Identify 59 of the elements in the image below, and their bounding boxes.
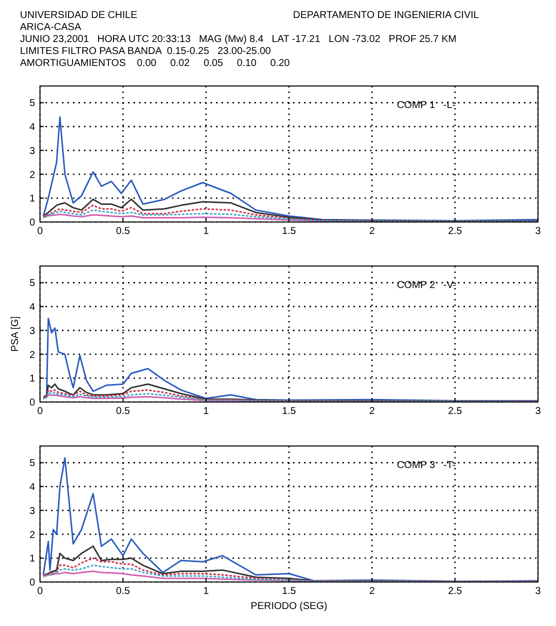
line-series bbox=[42, 457, 539, 582]
text: ARICA-CASA bbox=[20, 22, 82, 33]
line-series bbox=[42, 116, 539, 222]
x-tick-label: 3 bbox=[535, 406, 542, 417]
line-series bbox=[42, 389, 539, 402]
y-tick-label: 5 bbox=[29, 278, 36, 290]
line-series bbox=[42, 570, 539, 582]
x-tick-label: 0 bbox=[37, 586, 44, 597]
x-tick-label: 3 bbox=[535, 586, 542, 597]
y-tick-label: 0 bbox=[29, 578, 36, 588]
x-tick-label: 2 bbox=[369, 406, 376, 417]
x-tick-label: 2 bbox=[369, 586, 376, 597]
x-tick-label: 2 bbox=[369, 226, 376, 237]
line-series bbox=[42, 545, 539, 582]
x-tick-label: 0.5 bbox=[116, 406, 130, 417]
x-tick-label: 0 bbox=[37, 406, 44, 417]
x-tick-label: 0.5 bbox=[116, 226, 130, 237]
line-series bbox=[42, 204, 539, 222]
y-tick-label: 3 bbox=[29, 146, 36, 157]
text: AMORTIGUAMIENTOS 0.00 0.02 0.05 0.10 0.20 bbox=[20, 58, 290, 69]
x-axis-title: PERIODO (SEG) bbox=[250, 601, 328, 612]
y-tick-label: 1 bbox=[29, 374, 36, 385]
line-series bbox=[42, 209, 539, 222]
y-tick-label: 2 bbox=[29, 350, 36, 361]
y-axis-title: PSA [G] bbox=[10, 316, 21, 352]
y-tick-label: 4 bbox=[29, 122, 36, 134]
y-tick-label: 3 bbox=[29, 326, 36, 337]
x-tick-label: 1 bbox=[203, 226, 210, 237]
chart-subtitle: DEPARTAMENTO DE INGENIERIA CIVIL bbox=[293, 10, 480, 21]
y-tick-label: 1 bbox=[29, 194, 36, 205]
x-tick-label: 0 bbox=[37, 226, 44, 237]
x-tick-label: 1.5 bbox=[282, 586, 296, 597]
x-tick-label: 0.5 bbox=[116, 586, 130, 597]
x-tick-label: 3 bbox=[535, 226, 542, 237]
x-tick-label: 2.5 bbox=[448, 226, 462, 237]
x-tick-label: 1.5 bbox=[282, 406, 296, 417]
y-tick-label: 2 bbox=[29, 170, 36, 181]
text: JUNIO 23,2001 HORA UTC 20:33:13 MAG (Mw) 8.4 LAT -17.21 LON -73.02 PROF 25.7 KM bbox=[20, 34, 456, 45]
x-tick-label: 1 bbox=[203, 406, 210, 417]
x-tick-label: 1.5 bbox=[282, 226, 296, 237]
y-tick-label: 4 bbox=[29, 302, 36, 314]
y-tick-label: 5 bbox=[29, 458, 36, 470]
line-series bbox=[42, 564, 539, 582]
y-tick-label: 5 bbox=[29, 98, 36, 110]
y-tick-label: 1 bbox=[29, 554, 36, 565]
y-tick-label: 2 bbox=[29, 530, 36, 541]
line-series bbox=[42, 392, 539, 402]
line-series bbox=[42, 318, 539, 402]
line-series bbox=[42, 557, 539, 582]
text: LIMITES FILTRO PASA BANDA 0.15-0.25 23.00-25.00 bbox=[20, 46, 272, 57]
chart-title: UNIVERSIDAD DE CHILE bbox=[20, 10, 138, 21]
y-tick-label: 0 bbox=[29, 218, 36, 228]
annotation: COMP 3 -T- bbox=[396, 460, 456, 471]
y-tick-label: 0 bbox=[29, 398, 36, 408]
x-tick-label: 2.5 bbox=[448, 406, 462, 417]
x-tick-label: 1 bbox=[203, 586, 210, 597]
x-tick-label: 2.5 bbox=[448, 586, 462, 597]
y-tick-label: 3 bbox=[29, 506, 36, 517]
y-tick-label: 4 bbox=[29, 482, 36, 494]
